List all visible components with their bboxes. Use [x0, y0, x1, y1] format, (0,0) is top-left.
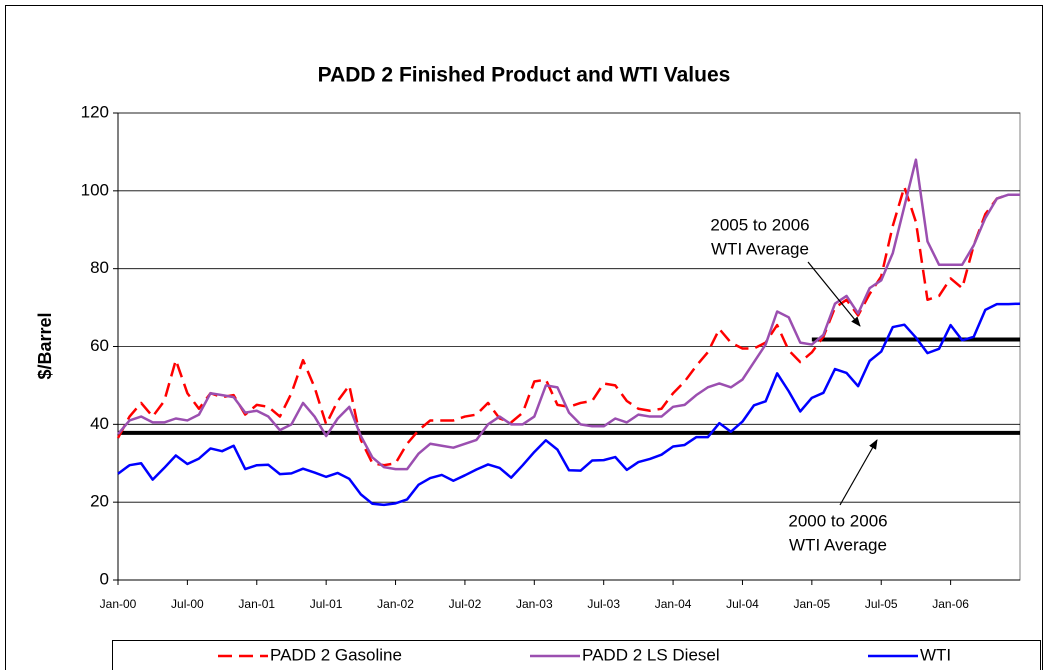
x-tick-label: Jan-00: [100, 597, 137, 611]
annotation-text: WTI Average: [789, 535, 887, 554]
annotation-text: 2005 to 2006: [710, 215, 809, 234]
legend: PADD 2 Gasoline PADD 2 LS Diesel WTI: [112, 640, 1041, 670]
series-line: [116, 185, 1020, 467]
annotation-text: 2000 to 2006: [788, 511, 887, 530]
annotation-arrow: [807, 261, 861, 327]
annotation-arrow: [839, 439, 878, 506]
y-tick-label: 80: [90, 258, 109, 277]
series-line: [117, 302, 1021, 507]
legend-label: PADD 2 LS Diesel: [582, 645, 720, 664]
legend-label: PADD 2 Gasoline: [270, 645, 402, 664]
x-tick-label: Jan-04: [655, 597, 692, 611]
plot-area: 0 20 40 60 80 100 120 Jan-00 Jul-00 Jan-01 Jul-01 J…: [81, 102, 1021, 611]
x-tick-label: Jul-01: [310, 597, 343, 611]
x-tick-label: Jan-05: [793, 597, 830, 611]
x-tick-label: Jan-03: [516, 597, 553, 611]
x-tick-label: Jan-01: [238, 597, 275, 611]
annotation-text: WTI Average: [711, 239, 809, 258]
series-line: [117, 158, 1020, 471]
y-tick-label: 60: [90, 336, 109, 355]
x-tick-label: Jul-05: [865, 597, 898, 611]
y-tick-label: 100: [81, 180, 109, 199]
x-tick-label: Jan-06: [932, 597, 969, 611]
legend-label: WTI: [920, 645, 951, 664]
y-tick-label: 20: [90, 492, 109, 511]
y-axis-label: $/Barrel: [35, 312, 55, 379]
y-tick-label: 40: [90, 414, 109, 433]
chart-title: PADD 2 Finished Product and WTI Values: [318, 64, 731, 87]
x-tick-label: Jan-02: [377, 597, 414, 611]
y-tick-label: 0: [100, 569, 109, 588]
x-tick-label: Jul-02: [449, 597, 482, 611]
x-tick-label: Jul-04: [726, 597, 759, 611]
x-tick-label: Jul-03: [587, 597, 620, 611]
y-tick-label: 120: [81, 102, 109, 121]
x-tick-label: Jul-00: [171, 597, 204, 611]
